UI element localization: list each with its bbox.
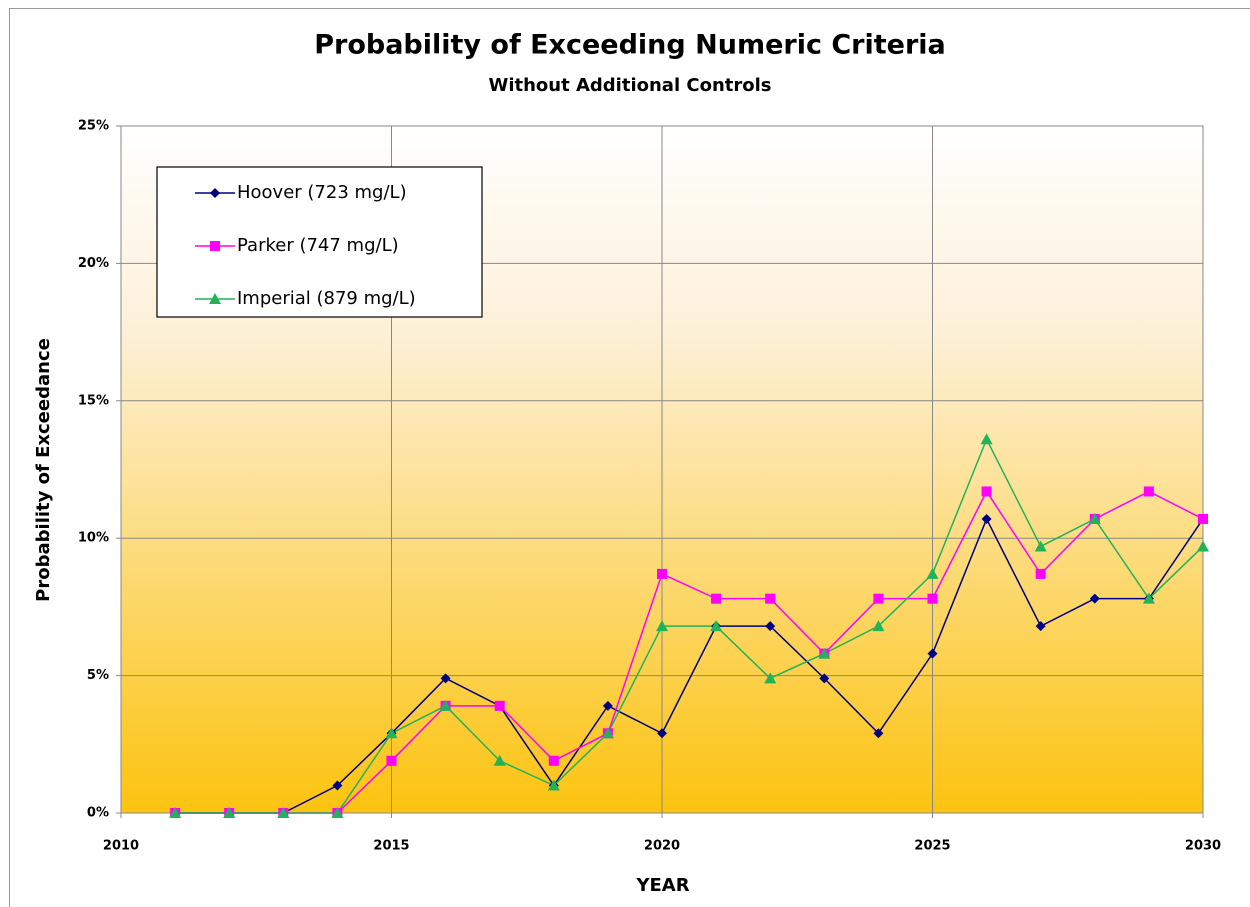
- marker: [547, 779, 560, 791]
- marker: [223, 807, 236, 818]
- marker: [385, 727, 398, 739]
- marker: [439, 699, 452, 711]
- marker: [873, 728, 884, 739]
- marker: [981, 513, 992, 524]
- marker: [764, 672, 777, 684]
- marker: [1197, 540, 1209, 552]
- x-tick-label: 2015: [373, 839, 409, 854]
- y-tick-label: 20%: [78, 256, 109, 271]
- marker: [169, 807, 182, 818]
- marker: [927, 593, 938, 604]
- marker: [332, 780, 343, 791]
- marker: [872, 620, 885, 632]
- y-tick-label: 0%: [87, 806, 109, 821]
- marker: [494, 700, 505, 711]
- marker: [331, 807, 344, 818]
- chart-border: [9, 8, 1250, 907]
- marker: [1198, 513, 1208, 524]
- marker: [657, 728, 667, 739]
- legend-label: Hoover (723 mg/L): [237, 182, 407, 203]
- marker: [1088, 512, 1101, 524]
- marker: [1035, 621, 1046, 632]
- marker: [926, 567, 939, 579]
- marker: [1035, 568, 1046, 579]
- marker: [209, 293, 221, 304]
- series-line: [175, 489, 1204, 814]
- y-tick-label: 25%: [78, 119, 109, 134]
- marker: [981, 486, 992, 497]
- marker: [1089, 593, 1100, 604]
- y-tick-label: 15%: [78, 393, 109, 408]
- marker: [927, 648, 938, 659]
- marker: [277, 807, 290, 818]
- marker: [1034, 540, 1047, 552]
- x-tick-label: 2010: [103, 839, 139, 854]
- y-tick-label: 5%: [87, 668, 109, 683]
- x-tick-label: 2030: [1185, 839, 1221, 854]
- marker: [210, 188, 220, 198]
- y-axis-label: Probability of Exceedance: [33, 338, 54, 602]
- marker: [710, 620, 723, 632]
- y-tick-label: 10%: [78, 531, 109, 546]
- marker: [210, 241, 220, 251]
- marker: [493, 754, 506, 766]
- marker: [657, 568, 667, 579]
- marker: [1142, 592, 1155, 604]
- series-line: [175, 517, 1204, 814]
- marker: [656, 620, 668, 632]
- marker: [548, 755, 559, 766]
- chart-title: Probability of Exceeding Numeric Criteri…: [314, 30, 946, 61]
- marker: [819, 673, 830, 684]
- marker: [386, 755, 397, 766]
- x-tick-label: 2025: [914, 839, 950, 854]
- marker: [1143, 486, 1154, 497]
- marker: [818, 647, 831, 659]
- x-tick-label: 2020: [644, 839, 680, 854]
- marker: [601, 727, 614, 739]
- marker: [440, 673, 451, 684]
- marker: [765, 621, 776, 632]
- marker: [602, 700, 613, 711]
- x-axis-label: YEAR: [635, 875, 689, 896]
- marker: [873, 593, 884, 604]
- marker: [765, 593, 776, 604]
- series-line: [175, 437, 1204, 814]
- marker: [711, 593, 722, 604]
- chart-subtitle: Without Additional Controls: [488, 75, 771, 96]
- legend-label: Parker (747 mg/L): [237, 235, 399, 256]
- legend-label: Imperial (879 mg/L): [237, 288, 416, 309]
- marker: [980, 433, 993, 445]
